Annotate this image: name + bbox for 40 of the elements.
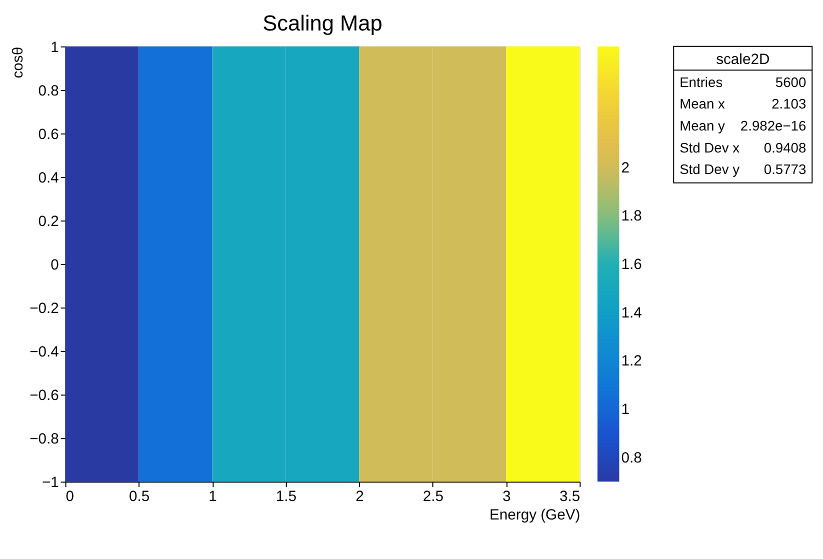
y-tick-label: −0.6: [30, 388, 59, 404]
text: 0.9408: [764, 139, 806, 156]
text: Std Dev x: [680, 139, 740, 156]
text: Mean x: [680, 96, 725, 112]
y-tick-label: 0: [50, 257, 59, 274]
text: 5600: [775, 74, 806, 90]
y-tick-label: 0.6: [38, 126, 59, 143]
color-bar-label: 1.2: [621, 354, 642, 370]
x-tick-label: 3.5: [560, 488, 580, 505]
y-tick-label: 0.8: [38, 83, 59, 100]
color-bar-label: 2: [621, 160, 630, 176]
text: 2.982e−16: [740, 118, 806, 134]
color-bar-label: 0.8: [621, 450, 642, 466]
y-tick-label: −1: [42, 475, 59, 492]
x-tick-label: 1: [208, 488, 217, 505]
y-tick-label: −0.4: [30, 344, 59, 361]
color-bar-label: 1.4: [621, 305, 642, 322]
y-tick-label: 1: [50, 40, 59, 56]
y-tick-label: 0.4: [38, 170, 59, 186]
chart-title: Scaling Map: [262, 10, 382, 36]
y-axis-title: cosθ: [10, 46, 27, 78]
text: 2.103: [772, 96, 806, 112]
x-tick-label: 0.5: [128, 488, 150, 505]
color-bar-label: 1: [621, 402, 630, 418]
y-tick-label: −0.2: [30, 301, 59, 317]
y-tick-label: −0.8: [30, 432, 59, 448]
x-tick-label: 1.5: [276, 488, 297, 505]
color-bar-label: 1.8: [621, 208, 642, 225]
color-bar-label: 1.6: [621, 256, 642, 273]
x-tick-label: 3: [502, 488, 511, 505]
y-tick-label: 0.2: [38, 214, 59, 230]
x-axis-title: Energy (GeV): [490, 508, 580, 524]
text: 0.5773: [764, 161, 806, 178]
text: Entries: [680, 74, 723, 90]
text: Mean y: [680, 118, 725, 134]
text: Std Dev y: [680, 161, 740, 178]
x-tick-label: 0: [66, 488, 74, 505]
x-tick-label: 2: [356, 488, 364, 505]
text: scale2D: [716, 52, 770, 68]
x-tick-label: 2.5: [422, 488, 444, 505]
